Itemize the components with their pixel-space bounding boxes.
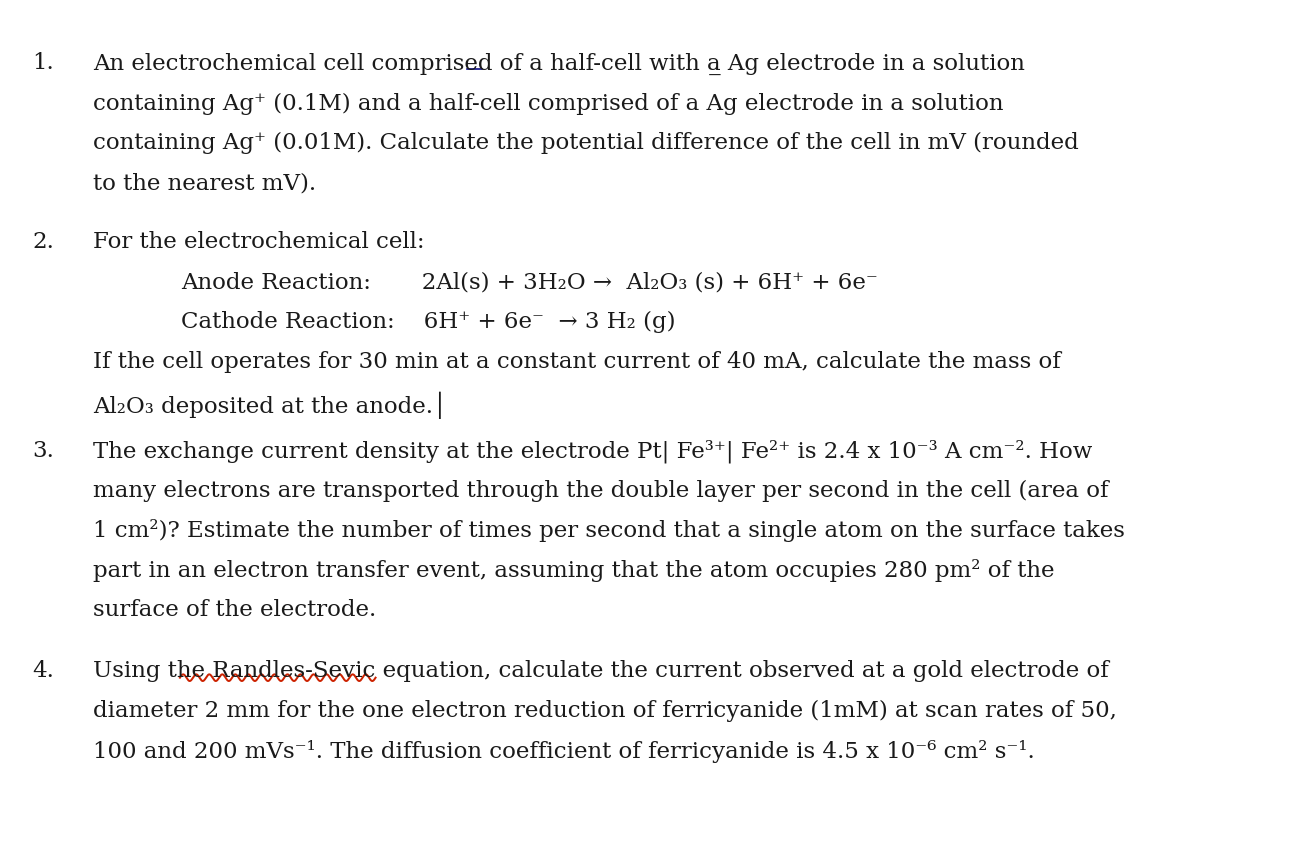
Text: Cathode Reaction:    6H⁺ + 6e⁻  → 3 H₂ (g): Cathode Reaction: 6H⁺ + 6e⁻ → 3 H₂ (g) — [181, 311, 675, 333]
Text: Al₂O₃ deposited at the anode.│: Al₂O₃ deposited at the anode.│ — [93, 391, 446, 418]
Text: 1 cm²)? Estimate the number of times per second that a single atom on the surfac: 1 cm²)? Estimate the number of times per… — [93, 519, 1124, 542]
Text: containing Ag⁺ (0.1M) and a half-cell comprised of a Ag electrode in a solution: containing Ag⁺ (0.1M) and a half-cell co… — [93, 92, 1003, 114]
Text: to the nearest mV).: to the nearest mV). — [93, 172, 316, 194]
Text: surface of the electrode.: surface of the electrode. — [93, 599, 377, 621]
Text: An electrochemical cell comprised of a half-cell with a̲ Ag electrode in a solut: An electrochemical cell comprised of a h… — [93, 52, 1025, 74]
Text: part in an electron transfer event, assuming that the atom occupies 280 pm² of t: part in an electron transfer event, assu… — [93, 559, 1055, 582]
Text: The exchange current density at the electrode Pt| Fe³⁺| Fe²⁺ is 2.4 x 10⁻³ A cm⁻: The exchange current density at the elec… — [93, 439, 1092, 462]
Text: For the electrochemical cell:: For the electrochemical cell: — [93, 232, 424, 254]
Text: 2.: 2. — [32, 232, 54, 254]
Text: 3.: 3. — [32, 439, 54, 461]
Text: many electrons are transported through the double layer per second in the cell (: many electrons are transported through t… — [93, 479, 1108, 501]
Text: Anode Reaction:       2Al(s) + 3H₂O →  Al₂O₃ (s) + 6H⁺ + 6e⁻: Anode Reaction: 2Al(s) + 3H₂O → Al₂O₃ (s… — [181, 271, 877, 293]
Text: If the cell operates for 30 min at a constant current of 40 mA, calculate the ma: If the cell operates for 30 min at a con… — [93, 351, 1060, 373]
Text: 4.: 4. — [32, 660, 54, 682]
Text: containing Ag⁺ (0.01M). Calculate the potential difference of the cell in mV (ro: containing Ag⁺ (0.01M). Calculate the po… — [93, 133, 1078, 155]
Text: Using the Randles-Sevic equation, calculate the current observed at a gold elect: Using the Randles-Sevic equation, calcul… — [93, 660, 1109, 682]
Text: 1.: 1. — [32, 52, 54, 74]
Text: diameter 2 mm for the one electron reduction of ferricyanide (1mM) at scan rates: diameter 2 mm for the one electron reduc… — [93, 700, 1117, 722]
Text: 100 and 200 mVs⁻¹. The diffusion coefficient of ferricyanide is 4.5 x 10⁻⁶ cm² s: 100 and 200 mVs⁻¹. The diffusion coeffic… — [93, 739, 1034, 762]
